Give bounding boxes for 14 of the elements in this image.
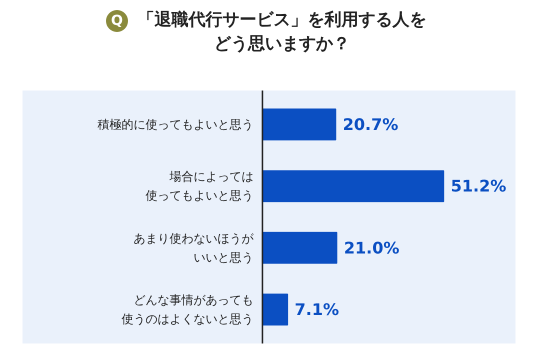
- data-label: 21.0%: [344, 238, 400, 258]
- bar: [262, 108, 336, 140]
- bar: [262, 170, 444, 202]
- data-label: 7.1%: [294, 300, 340, 320]
- data-label: 51.2%: [450, 176, 506, 196]
- chart-title: 「退職代行サービス」を利用する人をどう思いますか？: [136, 9, 428, 56]
- y-tick-label: どんな事情があっても使うのはよくないと思う: [122, 293, 254, 326]
- bar: [262, 294, 288, 326]
- bar: [262, 232, 338, 264]
- text: Q: [106, 10, 128, 32]
- y-tick-label: 積極的に使ってもよいと思う: [98, 117, 254, 132]
- y-tick-label: あまり使わないほうがいいと思う: [134, 231, 255, 264]
- y-tick-label: 場合によっては使ってもよいと思う: [146, 170, 254, 203]
- data-label: 20.7%: [342, 114, 398, 134]
